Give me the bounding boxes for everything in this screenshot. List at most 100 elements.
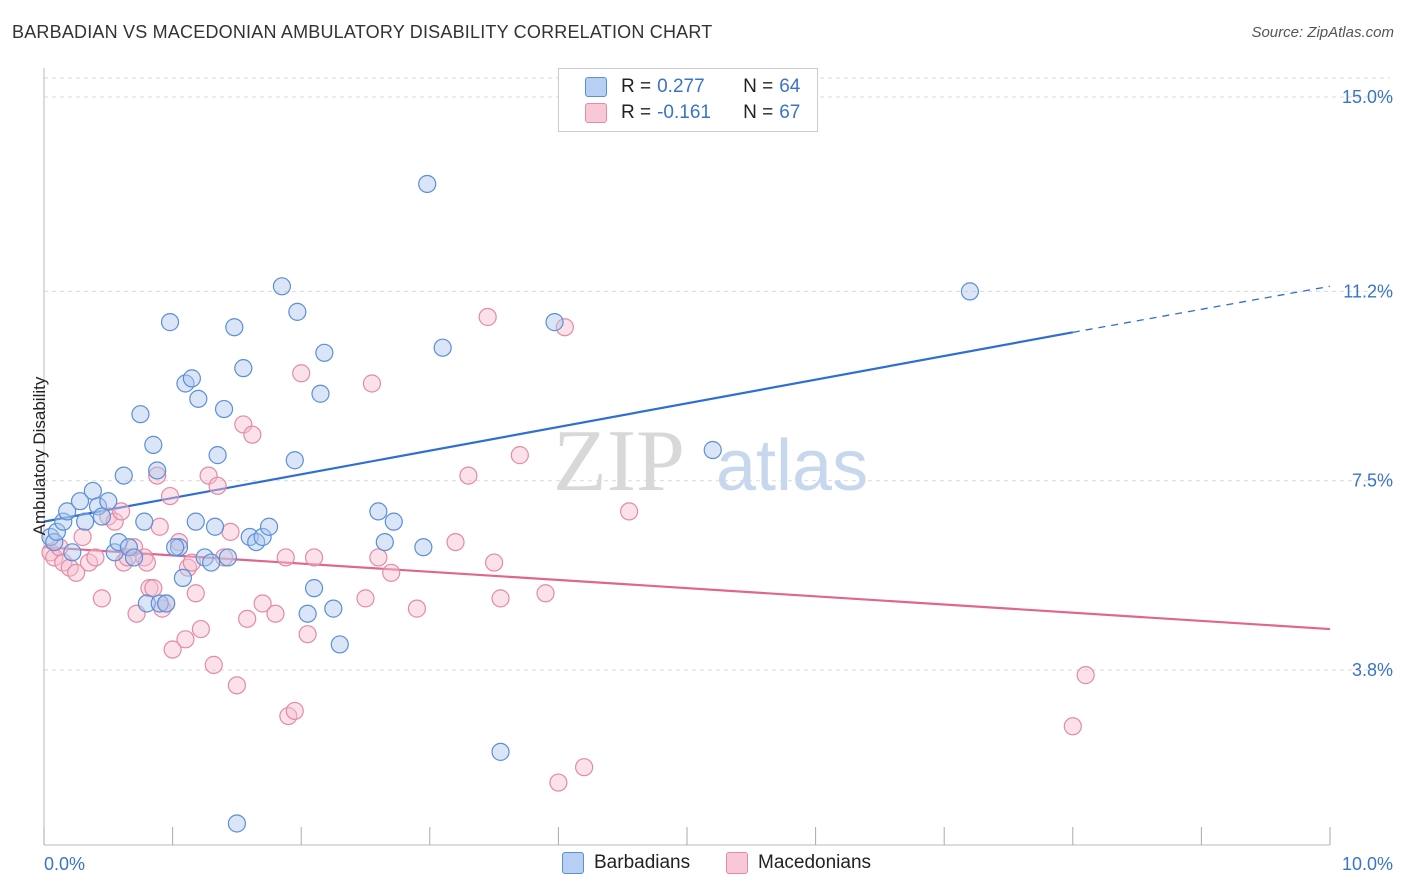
point-barbadian	[491, 742, 510, 761]
point-macedonian	[382, 563, 401, 582]
trend-line-barbadians	[43, 331, 1073, 523]
point-barbadian	[304, 579, 324, 598]
point-macedonian	[266, 604, 285, 623]
point-macedonian	[536, 584, 555, 603]
point-barbadian	[70, 492, 90, 511]
point-barbadian	[109, 532, 128, 552]
y-tick-label: 7.5%	[1352, 471, 1393, 491]
point-barbadian	[63, 543, 82, 562]
watermark: ZIP atlas	[553, 413, 868, 510]
point-barbadian	[414, 538, 433, 557]
point-barbadian	[259, 517, 279, 536]
point-barbadian	[144, 435, 163, 454]
trend-extension-barbadians	[1072, 285, 1331, 333]
legend-n-label: N =	[743, 102, 774, 123]
point-macedonian	[227, 676, 246, 695]
point-barbadian	[218, 548, 237, 567]
point-barbadian	[88, 497, 108, 516]
point-barbadian	[418, 174, 437, 194]
point-barbadian	[124, 548, 144, 567]
point-macedonian	[148, 466, 167, 485]
point-barbadian	[205, 517, 225, 536]
legend-n-label: N =	[743, 76, 774, 97]
point-barbadian	[384, 512, 403, 531]
point-barbadian	[311, 384, 330, 403]
x-tick-label: 10.0%	[1342, 854, 1393, 874]
point-macedonian	[446, 532, 465, 552]
legend-swatch-blue	[585, 77, 607, 97]
legend-swatch-blue	[562, 852, 584, 874]
point-barbadian	[703, 440, 722, 460]
legend-n-value: 64	[779, 76, 801, 97]
point-macedonian	[485, 553, 504, 572]
point-barbadian	[186, 512, 205, 531]
legend-item-barbadians[interactable]: Barbadians	[562, 852, 690, 874]
y-axis-label: Ambulatory Disability	[30, 376, 49, 536]
point-macedonian	[369, 548, 388, 567]
point-barbadian	[960, 282, 980, 301]
point-barbadian	[148, 461, 167, 480]
point-macedonian	[234, 415, 253, 434]
point-barbadian	[272, 277, 292, 296]
x-tick-label: 0.0%	[44, 854, 85, 874]
point-barbadian	[150, 594, 169, 613]
legend-n-value: 67	[779, 102, 801, 123]
point-macedonian	[191, 619, 210, 639]
point-barbadian	[47, 522, 66, 541]
chart-title: BARBADIAN VS MACEDONIAN AMBULATORY DISAB…	[12, 22, 713, 42]
tick-labels: 3.8% 7.5% 11.2% 15.0% 0.0% 10.0%	[44, 87, 1393, 874]
point-macedonian	[140, 579, 159, 598]
point-barbadian	[285, 451, 304, 470]
point-macedonian	[620, 502, 639, 521]
point-barbadian	[157, 594, 176, 613]
point-barbadian	[92, 507, 111, 526]
watermark-zip: ZIP	[553, 413, 685, 510]
point-macedonian	[86, 548, 105, 567]
point-macedonian	[160, 486, 180, 506]
legend-swatch-pink	[585, 103, 607, 123]
y-tick-label: 3.8%	[1352, 660, 1393, 680]
point-macedonian	[555, 318, 574, 337]
legend-item-macedonians[interactable]: Macedonians	[726, 852, 871, 874]
point-macedonian	[199, 466, 218, 485]
point-macedonian	[73, 527, 92, 547]
point-barbadian	[208, 446, 227, 465]
correlation-legend: R = 0.277 N = 64 R = -0.161 N = 67	[558, 68, 818, 132]
point-barbadian	[135, 512, 154, 531]
point-macedonian	[243, 425, 262, 444]
point-macedonian	[1063, 717, 1082, 736]
source-label: Source: ZipAtlas.com	[1251, 24, 1394, 41]
series-legend: Barbadians Macedonians	[0, 852, 1406, 878]
point-barbadian	[234, 359, 253, 378]
point-barbadian	[131, 405, 150, 424]
series-barbadians	[41, 174, 980, 833]
point-barbadian	[173, 568, 192, 588]
trend-line-macedonians	[43, 546, 1331, 631]
point-macedonian	[292, 364, 311, 383]
point-barbadian	[433, 338, 452, 357]
point-macedonian	[221, 522, 240, 541]
point-macedonian	[276, 548, 295, 567]
point-macedonian	[204, 655, 223, 674]
point-barbadian	[288, 302, 307, 321]
point-macedonian	[112, 502, 131, 521]
legend-r-value: 0.277	[657, 76, 705, 97]
y-tick-label: 15.0%	[1342, 87, 1393, 107]
point-macedonian	[362, 374, 382, 393]
y-tick-label: 11.2%	[1343, 281, 1393, 301]
point-barbadian	[189, 389, 208, 408]
point-macedonian	[67, 563, 86, 582]
point-barbadian	[83, 481, 102, 501]
legend-r-label: R =	[621, 76, 652, 97]
point-macedonian	[238, 609, 257, 628]
point-barbadian	[324, 599, 343, 618]
point-macedonian	[491, 589, 510, 608]
legend-r-value: -0.161	[657, 102, 711, 123]
point-barbadian	[182, 369, 201, 388]
point-macedonian	[575, 758, 594, 777]
point-macedonian	[92, 589, 111, 608]
point-macedonian	[298, 625, 317, 644]
legend-swatch-pink	[726, 852, 748, 874]
point-barbadian	[166, 538, 185, 557]
